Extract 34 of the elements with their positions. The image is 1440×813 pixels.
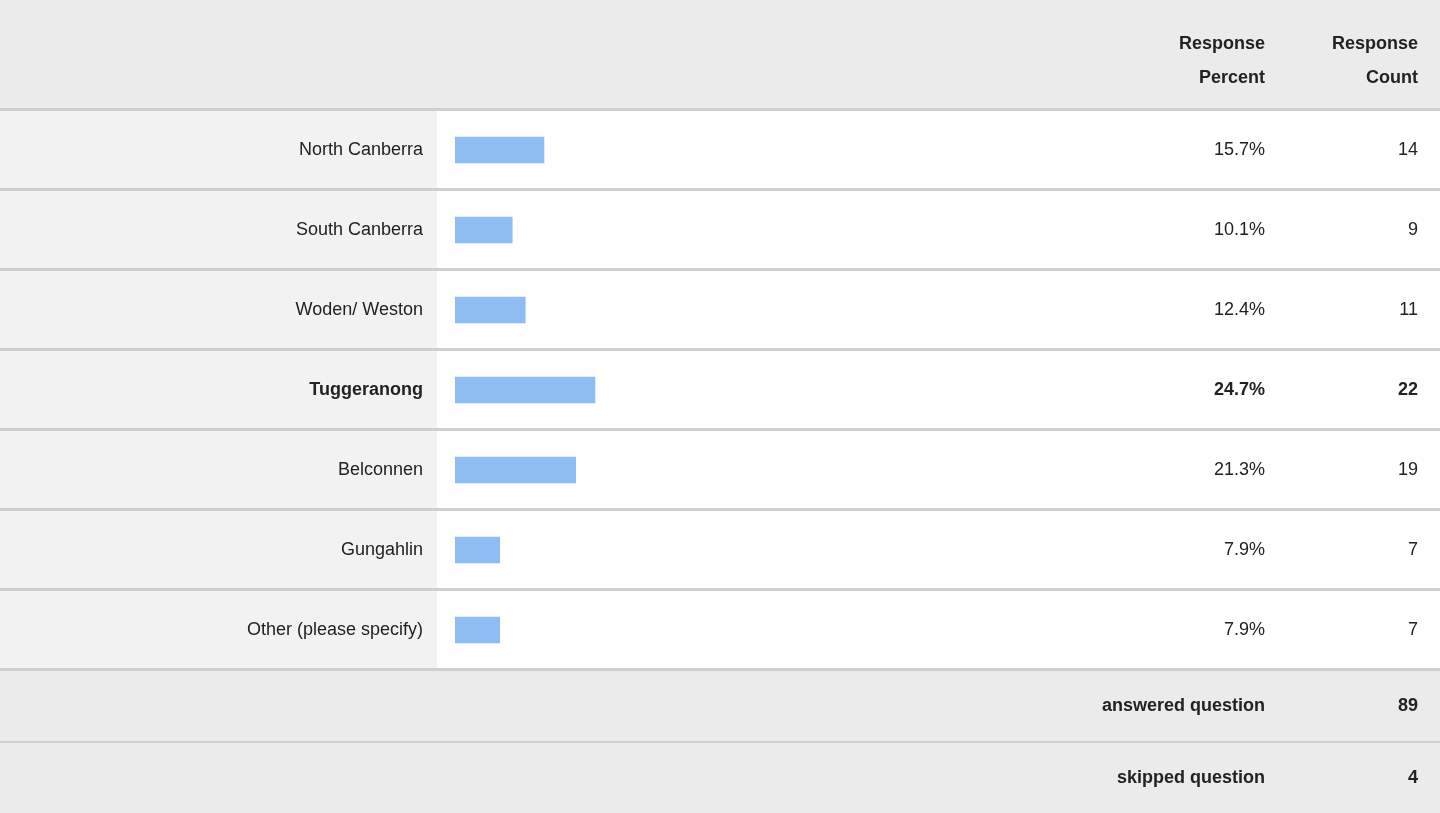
bar (455, 616, 501, 644)
y-tick-label: Belconnen (337, 458, 423, 479)
text: 11 (1399, 298, 1418, 319)
y-tick-label: North Canberra (298, 138, 424, 159)
bar (455, 216, 513, 244)
text: 22 (1397, 378, 1418, 399)
y-tick-label: Other (please specify) (246, 618, 423, 639)
data-label: 24.7% (1213, 378, 1265, 399)
data-label: 10.1% (1213, 218, 1265, 239)
bar (455, 136, 545, 164)
text: skipped question (1116, 766, 1265, 787)
data-label: 7.9% (1223, 538, 1265, 559)
text: Response Count (1331, 32, 1418, 87)
data-label: 12.4% (1213, 298, 1265, 319)
bar (455, 376, 596, 404)
text: 14 (1397, 138, 1418, 159)
text: 4 (1407, 766, 1418, 787)
data-label: 15.7% (1213, 138, 1265, 159)
data-label: 21.3% (1213, 458, 1265, 479)
y-tick-label: South Canberra (295, 218, 424, 239)
data-label: 7.9% (1223, 618, 1265, 639)
text: 7 (1407, 538, 1418, 559)
text: 19 (1397, 458, 1418, 479)
text: 7 (1407, 618, 1418, 639)
bar (455, 536, 501, 564)
text: 9 (1407, 218, 1418, 239)
bar (455, 456, 577, 484)
text: answered question (1101, 694, 1265, 715)
bar (455, 296, 526, 324)
text: Response Percent (1178, 32, 1265, 87)
y-tick-label: Tuggeranong (309, 378, 423, 399)
y-tick-label: Gungahlin (340, 538, 423, 559)
text: 89 (1397, 694, 1418, 715)
y-tick-label: Woden/ Weston (295, 298, 423, 319)
